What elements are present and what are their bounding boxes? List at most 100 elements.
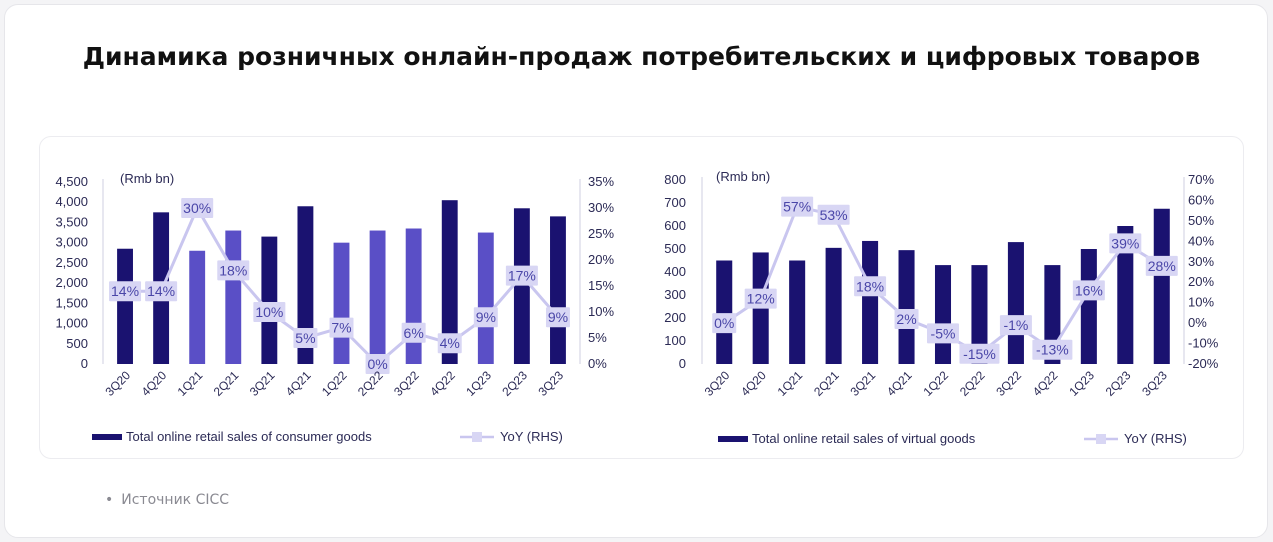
c2-data-label-bg [1032, 339, 1073, 360]
c1-y-tick-label: 0 [81, 356, 88, 371]
c2-x-tick-label: 4Q22 [1030, 368, 1061, 399]
c1-y2-tick-label: 0% [588, 356, 607, 371]
c1-y-tick-label: 4,500 [55, 174, 88, 189]
c1-data-label-bg [253, 302, 286, 322]
c2-bar [1007, 242, 1024, 364]
c1-data-label: 5% [295, 330, 315, 346]
c1-data-label: 14% [111, 283, 139, 299]
c2-x-tick-label: 4Q20 [738, 368, 769, 399]
c2-data-label-bg [894, 309, 919, 330]
source-text: Источник CICC [121, 492, 230, 508]
c2-bar [934, 265, 952, 364]
c1-x-tick-label: 1Q22 [319, 368, 350, 399]
c2-bar [789, 260, 806, 364]
c1-data-label: 0% [367, 356, 387, 372]
c2-y-tick-label: 0 [679, 356, 686, 371]
c2-data-label: -13% [1036, 342, 1069, 358]
c2-y2-tick-label: 10% [1188, 295, 1214, 310]
c2-y-tick-label: 100 [664, 333, 686, 348]
c1-x-tick-label: 1Q23 [463, 368, 494, 399]
c2-x-tick-label: 2Q22 [957, 368, 988, 399]
c1-bar [441, 200, 458, 364]
c1-data-label-bg [145, 281, 178, 302]
c2-data-label-bg [817, 204, 850, 225]
c2-y2-tick-label: -10% [1188, 336, 1219, 351]
c1-y-tick-label: 2,000 [55, 275, 88, 290]
c2-data-label-bg [712, 313, 737, 334]
c1-data-label-bg [545, 307, 570, 328]
c2-y2-tick-label: 30% [1188, 254, 1214, 269]
c2-x-tick-label: 1Q23 [1066, 368, 1097, 399]
c2-data-label-bg [927, 323, 959, 344]
c1-y-tick-label: 2,500 [55, 255, 88, 270]
c1-y-tick-label: 1,000 [55, 316, 88, 331]
c2-bar [1080, 249, 1097, 364]
c1-x-tick-label: 4Q20 [139, 368, 170, 399]
c1-x-tick-label: 3Q22 [391, 368, 422, 399]
c2-unit-label: (Rmb bn) [716, 169, 770, 184]
c1-y2-tick-label: 35% [588, 174, 614, 189]
c2-data-label: 18% [856, 278, 884, 294]
c2-bar [1153, 208, 1170, 364]
c1-y2-tick-label: 20% [588, 252, 614, 267]
c2-data-label-bg [1145, 255, 1178, 276]
c2-x-tick-label: 4Q21 [884, 368, 915, 399]
c2-data-label: 57% [783, 199, 811, 215]
chart-figure: 0 500 1,000 1,500 2,000 2,500 3,000 3,500 4,000 4… [55, 169, 1219, 446]
c2-data-label-bg [744, 288, 777, 309]
c1-data-label: 17% [508, 268, 536, 284]
c1-data-label-bg [293, 328, 318, 348]
c1-x-tick-label: 2Q23 [499, 368, 530, 399]
c1-data-label-bg [437, 333, 462, 354]
c2-data-label: 12% [747, 291, 775, 307]
source-note: • Источник CICC [105, 492, 229, 508]
c2-data-label: -1% [1003, 317, 1028, 333]
c1-bar [225, 230, 242, 364]
c2-y-tick-label: 500 [664, 241, 686, 256]
c2-x-tick-label: 3Q23 [1139, 368, 1170, 399]
c1-data-label: 6% [404, 325, 424, 341]
c2-y-tick-label: 200 [664, 310, 686, 325]
c2-data-label-bg [781, 196, 814, 217]
c2-legend-swatch-marker [1096, 434, 1106, 444]
c1-data-label: 14% [147, 283, 175, 299]
c2-x-tick-label: 2Q23 [1103, 368, 1134, 399]
c2-legend-label-line: YoY (RHS) [1124, 431, 1187, 446]
c2-bar [716, 260, 733, 364]
c2-data-label: 2% [896, 311, 916, 327]
c2-y-tick-label: 400 [664, 264, 686, 279]
c1-data-label-bg [401, 322, 426, 343]
c1-bar [405, 228, 422, 364]
c1-x-tick-label: 4Q21 [283, 368, 314, 399]
c2-data-label-bg [1109, 233, 1142, 254]
c2-legend-swatch-bar [718, 436, 748, 442]
c2-y2-tick-label: 60% [1188, 192, 1214, 207]
chart-panel: 0 500 1,000 1,500 2,000 2,500 3,000 3,500 4,000 4… [39, 136, 1244, 459]
c2-bar [1044, 265, 1061, 364]
c1-y-tick-label: 4,000 [55, 194, 88, 209]
c2-data-label: 39% [1111, 235, 1139, 251]
c1-y-tick-label: 3,000 [55, 235, 88, 250]
c2-legend-label-bar: Total online retail sales of virtual goo… [752, 431, 976, 446]
c2-bar [862, 240, 879, 364]
c2-data-label: -5% [931, 325, 956, 341]
c1-x-tick-label: 3Q21 [247, 368, 278, 399]
c2-x-tick-label: 3Q21 [848, 368, 879, 399]
c2-y2-tick-label: 50% [1188, 213, 1214, 228]
c2-y2-tick-label: 0% [1188, 315, 1207, 330]
c2-data-label: 53% [820, 207, 848, 223]
c2-bar [898, 250, 915, 364]
c1-data-label: 7% [331, 320, 351, 336]
c1-bar [477, 232, 494, 364]
c2-bar [825, 247, 842, 364]
c1-unit-label: (Rmb bn) [120, 171, 174, 186]
c2-bar [971, 265, 988, 364]
c1-data-label: 4% [440, 335, 460, 351]
c1-data-label-bg [473, 307, 498, 328]
c1-y2-tick-label: 25% [588, 226, 614, 241]
c2-x-tick-label: 3Q20 [702, 368, 733, 399]
c1-data-label-bg [109, 281, 142, 302]
c2-data-label-bg [854, 276, 887, 297]
c1-data-label: 9% [548, 309, 568, 325]
c1-y-tick-label: 500 [66, 336, 88, 351]
